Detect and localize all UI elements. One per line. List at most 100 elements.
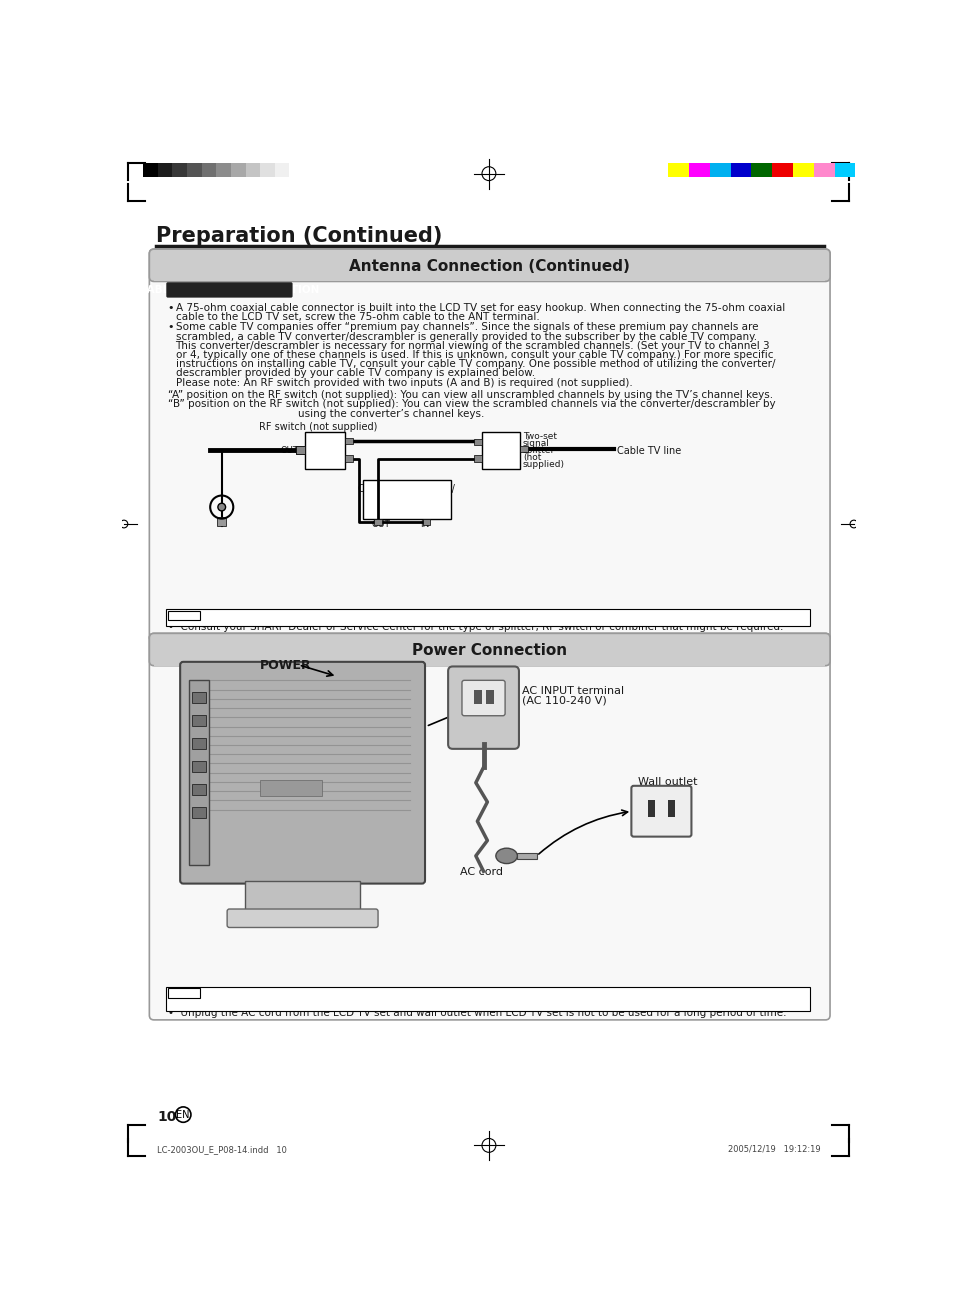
Bar — [751, 163, 772, 176]
Bar — [295, 447, 305, 454]
Text: A 75-ohm coaxial cable connector is built into the LCD TV set for easy hookup. W: A 75-ohm coaxial cable connector is buil… — [175, 303, 784, 313]
Text: This converter/descrambler is necessary for normal viewing of the scrambled chan: This converter/descrambler is necessary … — [175, 341, 769, 351]
Bar — [668, 163, 688, 176]
Text: LC-2003OU_E_P08-14.indd   10: LC-2003OU_E_P08-14.indd 10 — [157, 1144, 287, 1153]
Bar — [216, 163, 231, 176]
Text: •: • — [168, 323, 174, 332]
Bar — [485, 691, 493, 704]
Bar — [374, 518, 381, 525]
Circle shape — [217, 503, 225, 511]
Bar — [289, 163, 304, 176]
FancyBboxPatch shape — [150, 249, 829, 282]
Text: IN: IN — [420, 520, 429, 529]
Text: Power Connection: Power Connection — [412, 644, 567, 658]
Bar — [192, 692, 205, 703]
Text: Wall outlet: Wall outlet — [637, 777, 697, 788]
Bar — [157, 163, 172, 176]
Text: Some cable TV companies offer “premium pay channels”. Since the signals of these: Some cable TV companies offer “premium p… — [175, 323, 758, 332]
FancyBboxPatch shape — [166, 610, 809, 627]
Bar — [730, 163, 751, 176]
Bar — [153, 268, 824, 282]
Text: scrambled, a cable TV converter/descrambler is generally provided to the subscri: scrambled, a cable TV converter/descramb… — [175, 332, 756, 341]
Text: Two-set: Two-set — [522, 432, 557, 441]
Bar — [481, 432, 520, 469]
Bar — [260, 781, 321, 795]
Bar — [190, 680, 209, 865]
Bar — [168, 989, 200, 998]
Text: (not: (not — [522, 453, 540, 462]
Bar — [295, 447, 305, 454]
Text: •  Consult your SHARP Dealer or Service Center for the type of splitter, RF swit: • Consult your SHARP Dealer or Service C… — [168, 622, 782, 632]
FancyBboxPatch shape — [166, 987, 809, 1011]
Text: Cable TV converter/: Cable TV converter/ — [358, 485, 455, 494]
Text: (not supplied): (not supplied) — [373, 502, 440, 511]
Text: (AC 110-240 V): (AC 110-240 V) — [521, 696, 606, 705]
Text: “A” position on the RF switch (not supplied): You can view all unscrambled chann: “A” position on the RF switch (not suppl… — [168, 390, 772, 400]
Text: Please note: An RF switch provided with two inputs (A and B) is required (not su: Please note: An RF switch provided with … — [175, 377, 632, 388]
Text: or 4, typically one of these channels is used. If this is unknown, consult your : or 4, typically one of these channels is… — [175, 350, 772, 360]
Text: Antenna Connection (Continued): Antenna Connection (Continued) — [349, 259, 630, 274]
Text: 10: 10 — [157, 1110, 176, 1124]
Text: supplied): supplied) — [522, 460, 564, 469]
FancyBboxPatch shape — [461, 680, 504, 716]
FancyBboxPatch shape — [150, 249, 829, 641]
Bar — [474, 456, 481, 461]
FancyBboxPatch shape — [166, 282, 293, 298]
Bar — [143, 163, 157, 176]
Text: NOTE: NOTE — [170, 989, 197, 998]
Bar — [345, 438, 353, 444]
FancyBboxPatch shape — [150, 633, 829, 666]
Bar — [362, 481, 451, 518]
Bar — [245, 163, 260, 176]
Bar — [305, 432, 345, 469]
FancyBboxPatch shape — [448, 666, 518, 748]
Text: using the converter’s channel keys.: using the converter’s channel keys. — [297, 409, 484, 418]
Bar — [834, 163, 855, 176]
Bar — [274, 163, 289, 176]
Bar — [517, 853, 537, 859]
Text: Cable TV line: Cable TV line — [616, 447, 680, 456]
Bar — [245, 880, 360, 912]
Text: •  Use a commercially available AC plug adapter, if necessary, depending on the : • Use a commercially available AC plug a… — [168, 999, 721, 1010]
Bar — [192, 807, 205, 818]
Bar — [201, 163, 216, 176]
Text: “B” position on the RF switch (not supplied): You can view the scrambled channel: “B” position on the RF switch (not suppl… — [168, 400, 775, 409]
Text: OUT: OUT — [280, 447, 297, 456]
Bar — [168, 611, 200, 620]
Bar — [647, 799, 655, 816]
Bar — [422, 518, 430, 525]
FancyBboxPatch shape — [150, 633, 829, 1020]
Text: Preparation (Continued): Preparation (Continued) — [156, 226, 442, 246]
Bar — [792, 163, 813, 176]
Bar — [520, 447, 528, 452]
Bar — [474, 691, 481, 704]
Text: signal: signal — [522, 439, 549, 448]
Text: •  Unplug the AC cord from the LCD TV set and wall outlet when LCD TV set is not: • Unplug the AC cord from the LCD TV set… — [168, 1008, 785, 1019]
Bar — [474, 439, 481, 445]
Bar — [813, 163, 834, 176]
Bar — [688, 163, 709, 176]
Bar — [153, 652, 824, 666]
Text: CABLE TV (CATV) CONNECTION: CABLE TV (CATV) CONNECTION — [139, 285, 319, 295]
Text: POWER: POWER — [260, 658, 312, 671]
FancyBboxPatch shape — [227, 909, 377, 927]
Text: splitter: splitter — [522, 447, 555, 456]
FancyBboxPatch shape — [180, 662, 425, 884]
Text: OUT: OUT — [372, 520, 391, 529]
Bar — [231, 163, 245, 176]
Text: B: B — [307, 454, 313, 462]
Text: RF switch (not supplied): RF switch (not supplied) — [258, 422, 376, 432]
Text: descrambler provided by your cable TV company is explained below.: descrambler provided by your cable TV co… — [175, 368, 534, 379]
Bar — [187, 163, 201, 176]
Text: EN: EN — [176, 1110, 190, 1121]
Bar — [709, 163, 730, 176]
Bar — [192, 785, 205, 795]
Text: IN: IN — [318, 445, 327, 454]
Text: 2005/12/19   19:12:19: 2005/12/19 19:12:19 — [727, 1144, 820, 1153]
FancyBboxPatch shape — [631, 786, 691, 837]
Bar — [667, 799, 675, 816]
Text: AC INPUT terminal: AC INPUT terminal — [521, 687, 623, 696]
Bar — [192, 738, 205, 748]
Bar — [192, 714, 205, 726]
Text: descrambler: descrambler — [376, 492, 437, 503]
